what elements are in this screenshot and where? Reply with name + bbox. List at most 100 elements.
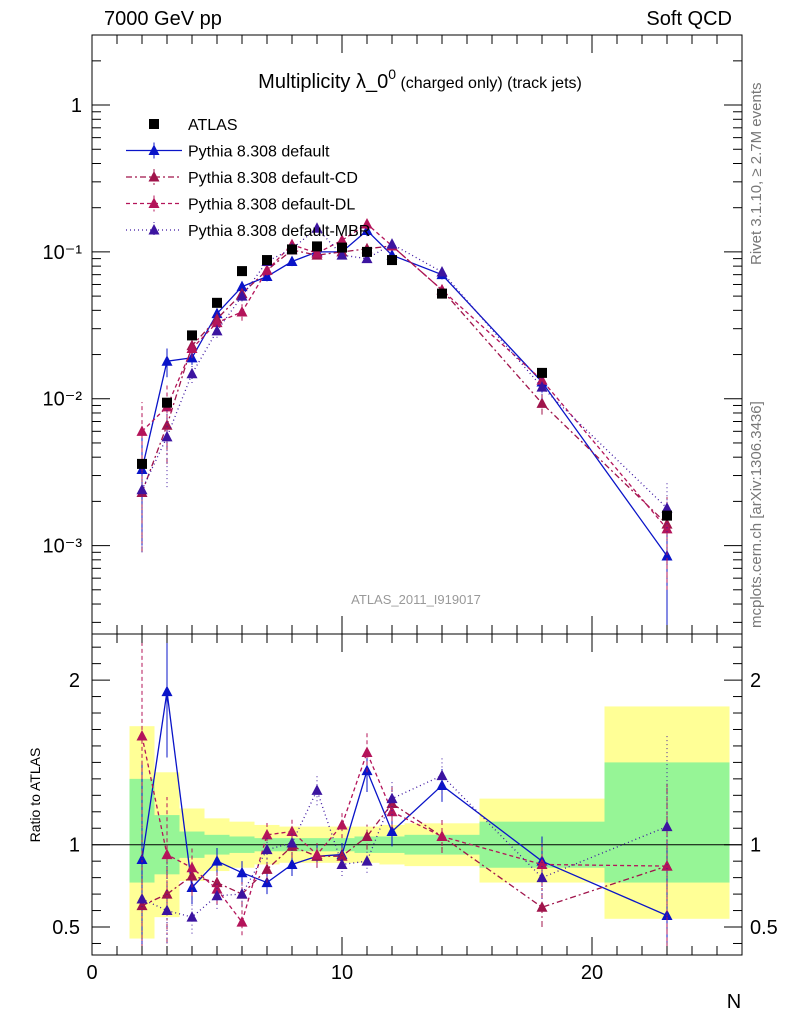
- ratio-data-point: [186, 861, 198, 873]
- main-data-point: [361, 217, 373, 229]
- analysis-watermark: ATLAS_2011_I919017: [351, 592, 481, 607]
- x-tick-label: 20: [581, 962, 603, 984]
- ratio-series-default: [136, 634, 673, 955]
- ratio-data-point: [261, 863, 273, 874]
- main-data-point: [211, 324, 223, 336]
- ratio-data-point: [161, 848, 173, 860]
- main-panel-axes: 10⁻³ 10⁻² 10⁻¹ 1: [43, 34, 743, 635]
- main-y-tick-label: 10⁻¹: [43, 242, 83, 264]
- main-data-point: [161, 355, 173, 366]
- ratio-data-point: [136, 893, 148, 904]
- main-data-point: [536, 381, 548, 392]
- legend-entry-atlas: ATLAS: [149, 117, 238, 134]
- main-data-point: [261, 264, 273, 275]
- main-panel-atlas-points: [137, 241, 672, 521]
- main-data-point: [336, 249, 348, 260]
- main-y-tick-label: 10⁻²: [43, 389, 83, 411]
- atlas-data-point: [237, 266, 247, 277]
- main-y-tick-label: 1: [71, 95, 82, 117]
- ratio-data-point: [211, 889, 223, 901]
- main-data-point: [186, 342, 198, 353]
- atlas-data-point: [162, 397, 172, 408]
- ratio-data-point: [286, 825, 298, 837]
- main-plot-area: [92, 35, 742, 634]
- energy-label: 7000 GeV pp: [104, 8, 222, 30]
- ratio-panel-series: [136, 634, 673, 955]
- main-panel-background: [92, 35, 742, 634]
- main-panel-series: [136, 217, 673, 634]
- x-tick-label: 10: [331, 962, 353, 984]
- ratio-data-point: [161, 888, 173, 899]
- main-data-point: [136, 425, 148, 436]
- atlas-data-point: [287, 244, 297, 255]
- legend-label: Pythia 8.308 default-CD: [188, 170, 358, 187]
- ratio-data-point: [136, 730, 148, 741]
- atlas-data-point: [537, 367, 547, 378]
- legend-entry-mbr: Pythia 8.308 default-MBR: [126, 222, 370, 240]
- main-data-point: [386, 238, 398, 249]
- main-data-point: [361, 252, 373, 264]
- x-tick-label: 0: [86, 962, 97, 984]
- ratio-data-point: [261, 843, 273, 855]
- ratio-data-point: [386, 825, 398, 837]
- x-axis-label: N: [727, 991, 741, 1013]
- legend-entry-default: Pythia 8.308 default: [126, 142, 330, 161]
- ratio-data-point: [361, 746, 373, 758]
- atlas-data-point: [137, 458, 147, 469]
- legend-marker: [149, 119, 159, 129]
- main-data-point: [136, 483, 148, 495]
- main-data-point: [236, 280, 248, 292]
- legend-label: ATLAS: [188, 117, 238, 134]
- ratio-data-point: [311, 848, 323, 860]
- main-data-point: [261, 270, 273, 282]
- ratio-data-point: [536, 871, 548, 883]
- ratio-panel-axes: 0.5 0.51 12 20 10 20: [52, 633, 778, 984]
- legend-label: Pythia 8.308 default-DL: [188, 197, 355, 214]
- ratio-series-line: [141, 691, 668, 917]
- atlas-data-point: [337, 242, 347, 253]
- atlas-data-point: [312, 241, 322, 252]
- legend-label: Pythia 8.308 default: [188, 144, 330, 161]
- ratio-data-point: [336, 858, 348, 869]
- main-data-point: [186, 367, 198, 379]
- main-data-point: [161, 430, 173, 442]
- ratio-data-point: [236, 916, 248, 927]
- ratio-y-tick-label-left: 1: [69, 835, 80, 857]
- main-data-point: [436, 265, 448, 277]
- ratio-y-tick-label-right: 2: [750, 670, 761, 692]
- atlas-data-point: [362, 246, 372, 257]
- ratio-y-tick-label-right: 1: [750, 835, 761, 857]
- ratio-data-point: [186, 869, 198, 881]
- ratio-data-point: [361, 855, 373, 866]
- ratio-y-tick-label-right: 0.5: [750, 917, 778, 939]
- main-data-point: [311, 222, 323, 233]
- ratio-data-point: [536, 858, 548, 869]
- ratio-y-tick-label-left: 0.5: [52, 917, 80, 939]
- process-label: Soft QCD: [646, 8, 732, 30]
- ratio-data-point: [211, 855, 223, 866]
- main-data-point: [286, 255, 298, 267]
- atlas-data-point: [437, 288, 447, 299]
- ratio-data-point: [136, 899, 148, 911]
- ratio-data-point: [236, 888, 248, 899]
- ratio-panel-uncertainty-bands: [92, 706, 742, 939]
- atlas-data-point: [387, 255, 397, 266]
- ratio-y-tick-label-left: 2: [69, 670, 80, 692]
- atlas-data-point: [187, 330, 197, 341]
- ratio-data-point: [661, 820, 673, 832]
- ratio-data-point: [436, 779, 448, 790]
- ratio-data-point: [436, 769, 448, 781]
- legend-entry-dl: Pythia 8.308 default-DL: [126, 195, 355, 214]
- ratio-data-point: [286, 858, 298, 869]
- legend: ATLAS Pythia 8.308 default Pythia 8.308 de…: [126, 117, 370, 240]
- ratio-data-point: [236, 866, 248, 878]
- main-data-point: [536, 397, 548, 408]
- main-data-point: [236, 305, 248, 317]
- ratio-data-point: [336, 818, 348, 830]
- ratio-data-point: [536, 901, 548, 912]
- main-series-line: [141, 245, 668, 525]
- legend-label: Pythia 8.308 default-MBR: [188, 223, 370, 240]
- ratio-data-point: [386, 792, 398, 804]
- main-data-point: [211, 316, 223, 328]
